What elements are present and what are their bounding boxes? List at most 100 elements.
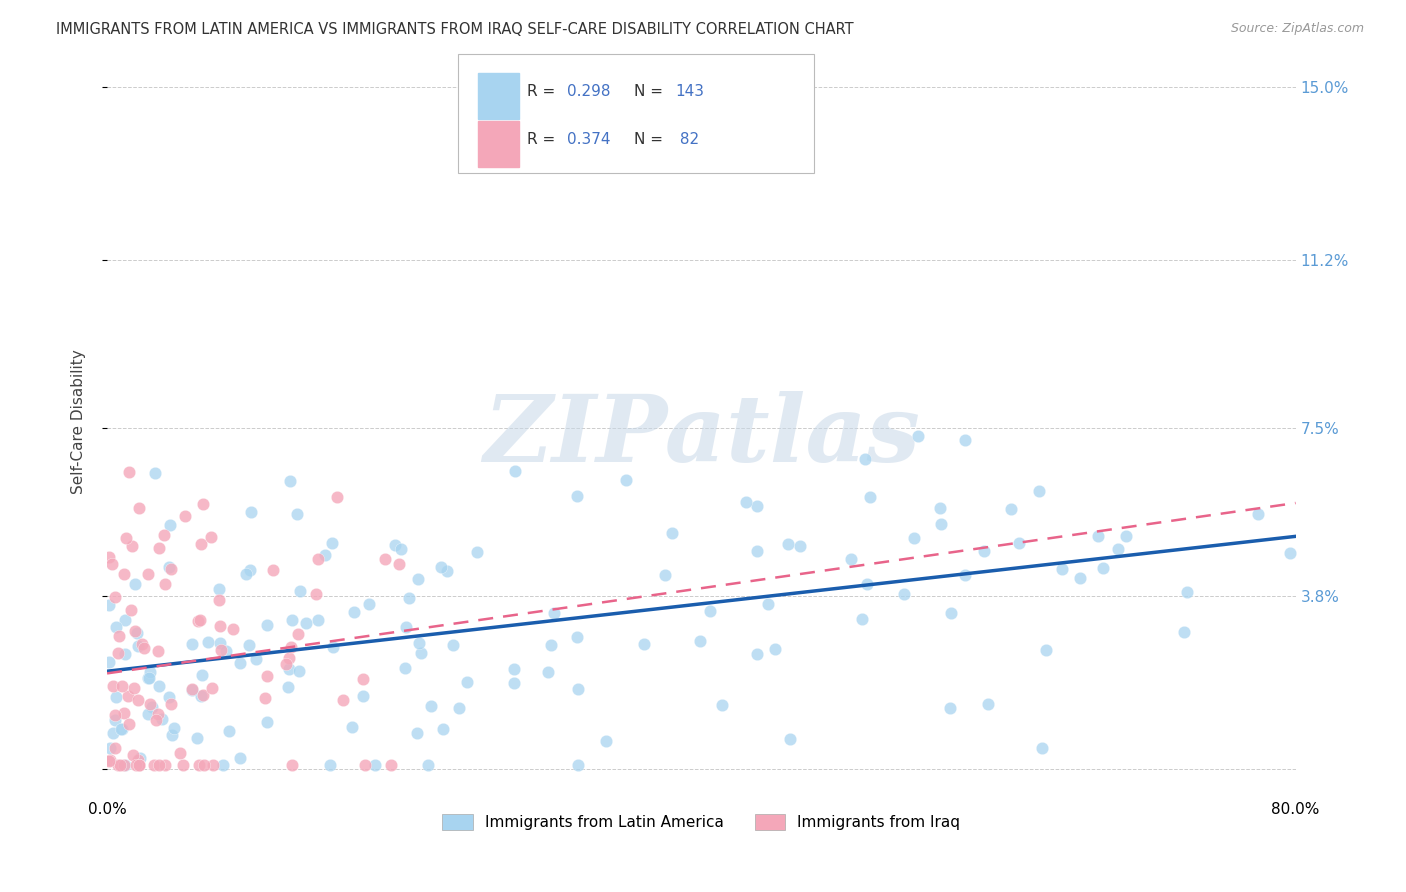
- Point: [180, 682, 202, 697]
- Point: [188, 757, 211, 772]
- Point: [893, 587, 915, 601]
- Text: 0.298: 0.298: [567, 84, 610, 99]
- Point: [307, 551, 329, 566]
- Point: [98, 740, 121, 755]
- Point: [187, 615, 209, 629]
- Y-axis label: Self-Care Disability: Self-Care Disability: [72, 349, 86, 493]
- Point: [101, 679, 124, 693]
- Point: [343, 605, 366, 619]
- Point: [839, 551, 862, 566]
- Point: [277, 651, 299, 665]
- Point: [1091, 561, 1114, 575]
- Point: [789, 539, 811, 553]
- Point: [104, 708, 127, 723]
- Point: [136, 567, 159, 582]
- Point: [357, 597, 380, 611]
- Point: [159, 562, 181, 576]
- Point: [395, 620, 418, 634]
- Point: [456, 674, 478, 689]
- Point: [141, 700, 163, 714]
- Point: [211, 757, 233, 772]
- Point: [256, 669, 278, 683]
- Text: ZIPatlas: ZIPatlas: [482, 392, 920, 481]
- Point: [903, 531, 925, 545]
- Point: [977, 697, 1000, 711]
- Point: [409, 646, 432, 660]
- Point: [186, 731, 208, 745]
- Point: [654, 568, 676, 582]
- Point: [278, 662, 301, 676]
- Point: [907, 429, 929, 443]
- Point: [245, 652, 267, 666]
- Point: [322, 640, 344, 655]
- Point: [146, 644, 169, 658]
- Point: [172, 757, 194, 772]
- Point: [394, 661, 416, 675]
- Text: 0.374: 0.374: [567, 132, 610, 147]
- Point: [354, 757, 377, 772]
- Point: [104, 590, 127, 604]
- Point: [127, 639, 149, 653]
- Point: [779, 731, 801, 746]
- Point: [98, 754, 121, 768]
- Point: [125, 757, 148, 772]
- Point: [209, 636, 232, 650]
- Point: [138, 665, 160, 679]
- Point: [128, 757, 150, 772]
- Point: [193, 689, 215, 703]
- Point: [138, 698, 160, 712]
- Point: [112, 757, 135, 772]
- Point: [114, 613, 136, 627]
- Point: [148, 757, 170, 772]
- Point: [1108, 542, 1130, 557]
- Point: [314, 548, 336, 562]
- Point: [699, 604, 721, 618]
- Point: [148, 680, 170, 694]
- Point: [180, 637, 202, 651]
- Point: [953, 568, 976, 582]
- Point: [107, 757, 129, 772]
- Point: [215, 643, 238, 657]
- Point: [436, 565, 458, 579]
- Point: [128, 500, 150, 515]
- Point: [536, 665, 558, 680]
- Point: [595, 734, 617, 748]
- Text: IMMIGRANTS FROM LATIN AMERICA VS IMMIGRANTS FROM IRAQ SELF-CARE DISABILITY CORRE: IMMIGRANTS FROM LATIN AMERICA VS IMMIGRA…: [56, 22, 853, 37]
- Point: [1000, 501, 1022, 516]
- Point: [288, 665, 311, 679]
- Point: [120, 603, 142, 617]
- Point: [406, 725, 429, 739]
- Point: [1115, 529, 1137, 543]
- Point: [745, 499, 768, 513]
- Point: [938, 701, 960, 715]
- Point: [689, 633, 711, 648]
- Point: [155, 577, 177, 591]
- Point: [274, 657, 297, 671]
- Point: [616, 474, 638, 488]
- Point: [107, 630, 129, 644]
- Point: [209, 642, 232, 657]
- Point: [169, 746, 191, 760]
- Point: [441, 638, 464, 652]
- Point: [352, 690, 374, 704]
- Point: [389, 541, 412, 556]
- Point: [148, 541, 170, 556]
- Legend: Immigrants from Latin America, Immigrants from Iraq: Immigrants from Latin America, Immigrant…: [436, 808, 966, 836]
- Point: [305, 587, 328, 601]
- Point: [143, 466, 166, 480]
- Point: [776, 537, 799, 551]
- Point: [340, 720, 363, 734]
- Point: [127, 692, 149, 706]
- Point: [853, 452, 876, 467]
- Point: [285, 508, 308, 522]
- Point: [281, 757, 304, 772]
- Point: [432, 722, 454, 736]
- Point: [229, 656, 252, 670]
- Point: [142, 757, 165, 772]
- Point: [256, 714, 278, 729]
- Point: [124, 577, 146, 591]
- Point: [429, 560, 451, 574]
- Point: [181, 681, 204, 696]
- Point: [565, 630, 588, 644]
- Point: [104, 713, 127, 727]
